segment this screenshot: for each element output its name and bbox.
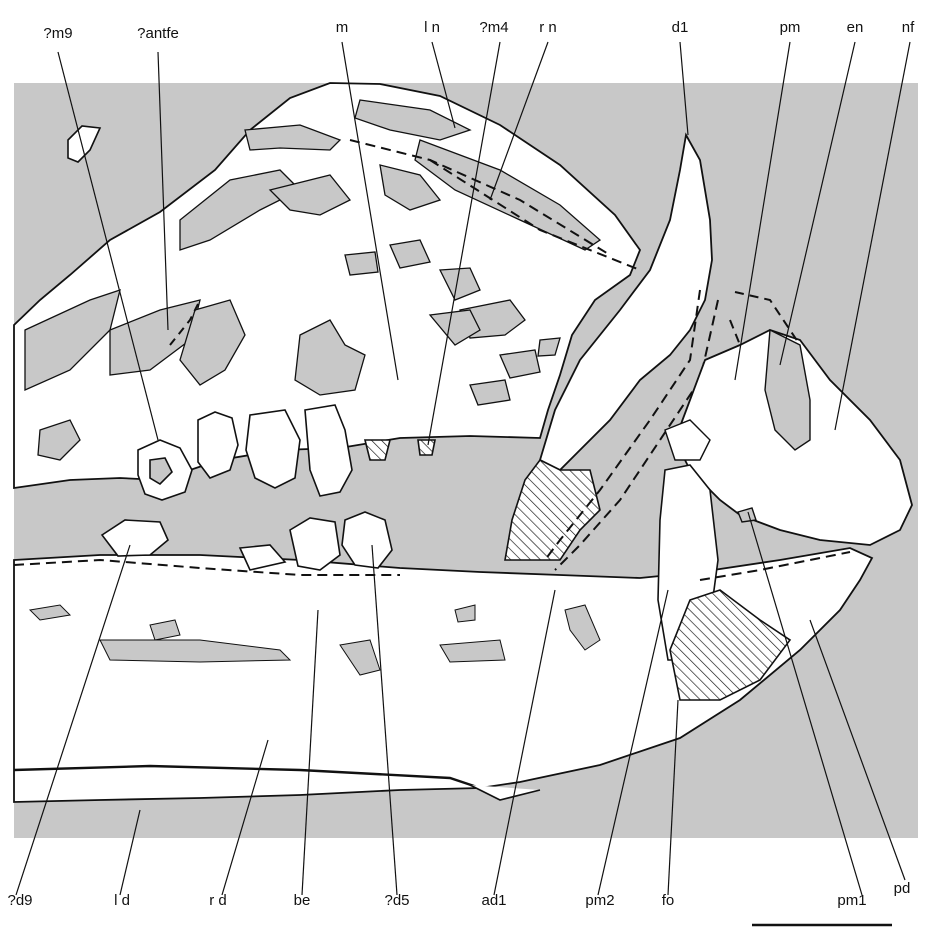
label-ln: l n — [424, 19, 440, 36]
label-antfe: ?antfe — [137, 25, 179, 42]
label-pm1: pm1 — [837, 892, 866, 909]
external-naris — [764, 328, 811, 451]
label-rn: r n — [539, 19, 557, 36]
nasal-suture-2 — [429, 159, 641, 271]
label-d1: d1 — [672, 19, 689, 36]
label-d5: ?d5 — [384, 892, 409, 909]
label-m9: ?m9 — [43, 25, 72, 42]
label-pd: pd — [894, 880, 911, 897]
dentary-patches — [28, 604, 601, 676]
label-d9: ?d9 — [7, 892, 32, 909]
label-rd: r d — [209, 892, 227, 909]
label-en: en — [847, 19, 864, 36]
label-pm2: pm2 — [585, 892, 614, 909]
tooth-d1 — [538, 132, 713, 472]
label-pm: pm — [780, 19, 801, 36]
tooth-d1-root — [504, 458, 601, 561]
label-ad1: ad1 — [481, 892, 506, 909]
fossa-fo — [669, 589, 792, 701]
label-m: m — [336, 19, 349, 36]
lower-teeth — [100, 511, 393, 571]
label-m4: ?m4 — [479, 19, 508, 36]
lower-jaw — [13, 547, 874, 803]
upper-teeth — [137, 404, 436, 501]
label-nf: nf — [902, 19, 915, 36]
leader-lines — [15, 41, 911, 896]
label-fo: fo — [662, 892, 675, 909]
label-be: be — [294, 892, 311, 909]
label-ld: l d — [114, 892, 130, 909]
anatomical-labels: ?m9 ?antfe m l n ?m4 r n d1 pm en nf ?d9… — [7, 19, 915, 909]
antfe-suture — [169, 299, 201, 346]
bone-fragment — [67, 125, 102, 163]
lower-jaw-boundary — [13, 764, 481, 790]
